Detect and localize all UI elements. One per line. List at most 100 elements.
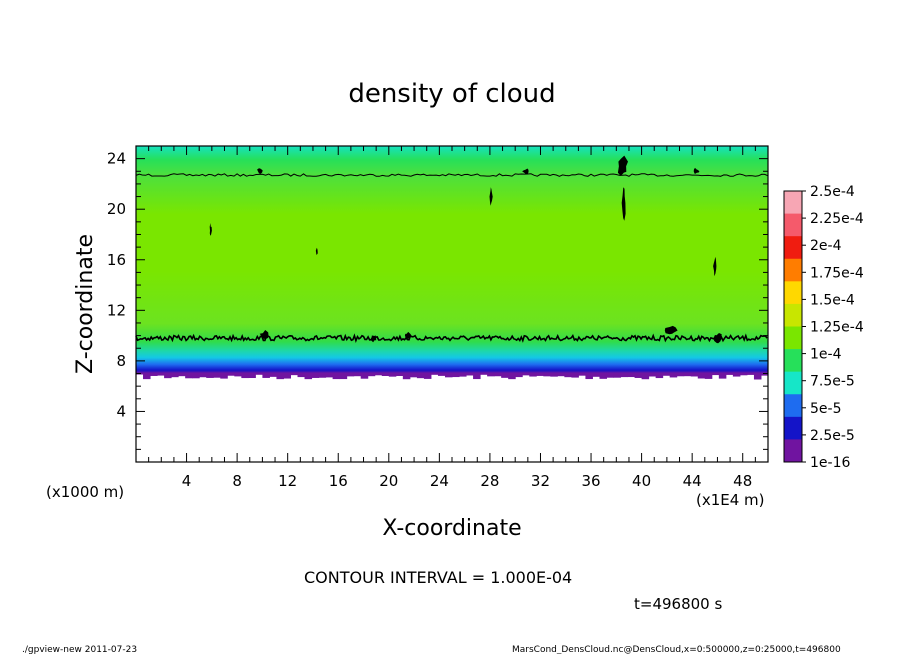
cloud-base-edge [136,372,769,380]
colorbar: 2.5e-4 2.25e-4 2e-4 1.75e-4 1.5e-4 1.25e-4 1e-… [783,184,864,471]
cloud-base-segment [248,372,256,379]
x-tick-label: 40 [632,472,651,490]
contour-blob [621,187,626,221]
x-tick-label: 28 [480,472,499,490]
x-tick-label: 16 [329,472,348,490]
cloud-base-segment [402,372,411,380]
cloud-base-segment [732,372,741,377]
contour-blob [693,167,700,174]
cloud-base-segment [297,372,306,378]
contour-blob [259,330,269,340]
x-unit-label: (x1E4 m) [696,491,765,509]
colorbar-label: 2.5e-4 [810,184,855,200]
cloud-base-segment [473,372,481,380]
cloud-base-segment [739,372,748,376]
cloud-base-segment [676,372,685,377]
lower-contour-line [135,333,768,343]
x-tick-label: 44 [683,472,702,490]
cloud-base-segment [711,372,720,376]
colorbar-label: 1.5e-4 [810,292,855,308]
colorbar-segment [784,416,802,440]
x-tick-label: 48 [733,472,752,490]
cloud-base-segment [276,372,284,380]
contour-blob [664,325,678,335]
cloud-base-segment [578,372,586,376]
colorbar-segment [784,303,802,327]
cloud-base-segment [269,372,277,377]
cloud-base-segment [515,372,523,378]
colorbar-label: 5e-5 [810,401,841,417]
y-unit-label: (x1000 m) [46,483,124,501]
cloud-base-segment [599,372,607,379]
contour-blob [371,335,377,343]
colorbar-segment [784,371,802,395]
cloud-base-segment [592,372,600,377]
cloud-base-segment [543,372,551,377]
colorbar-label: 1e-4 [810,347,842,363]
cloud-base-segment [683,372,692,377]
cloud-base-segment [501,372,509,378]
x-axis-title: X-coordinate [382,516,521,541]
cloud-base-segment [164,372,172,379]
cloud-base-segment [150,372,158,376]
cloud-base-segment [536,372,544,376]
cloud-base-segment [290,372,299,376]
cloud-base-segment [171,372,179,378]
x-tick-label: 24 [430,472,449,490]
cloud-base-segment [522,372,530,376]
y-tick-label: 12 [107,301,126,319]
cloud-base-segment [430,372,439,375]
cloud-base-segment [220,372,228,379]
y-axis: 4 8 12 16 20 24 [107,150,768,450]
cloud-base-segment [613,372,622,378]
cloud-base-segment [571,372,579,378]
cloud-base-segment [360,372,369,379]
cloud-base-segment [718,372,727,379]
cloud-base-segment [213,372,221,378]
cloud-base-segment [557,372,565,377]
cloud-base-segment [227,372,235,376]
contour-blob [617,155,628,176]
footer-left: ./gpview-new 2011-07-23 [22,645,137,654]
colorbar-label: 2.5e-5 [810,428,855,444]
colorbar-segment [784,439,802,463]
cloud-base-segment [206,372,214,378]
cloud-base-segment [746,372,755,375]
cloud-base-segment [255,372,263,375]
cloud-base-segment [452,372,460,378]
colorbar-label: 2e-4 [810,238,842,254]
cloud-base-segment [697,372,706,379]
cloud-base-segment [459,372,467,377]
contour-blobs [209,155,722,344]
cloud-base-segment [423,372,432,379]
colorbar-label: 2.25e-4 [810,211,864,227]
cloud-base-segment [725,372,734,375]
cloud-base-segment [199,372,207,378]
contour-blob [714,333,722,344]
cloud-base-segment [655,372,664,379]
colorbar-label: 7.5e-5 [810,374,855,390]
cloud-base-segment [339,372,348,380]
y-tick-label: 16 [107,251,126,269]
footer-right: MarsCond_DensCloud.nc@DensCloud,x=0:5000… [512,645,841,654]
x-tick-label: 32 [531,472,550,490]
cloud-base-segment [444,372,453,378]
cloud-base-segment [753,372,762,380]
cloud-base-segment [192,372,200,379]
cloud-base-segment [304,372,313,380]
colorbar-segment [784,191,802,214]
cloud-base-segment [262,372,270,378]
cloud-base-segment [550,372,558,377]
x-tick-label: 8 [232,472,242,490]
y-tick-label: 20 [107,200,126,218]
contour-blob [209,223,212,236]
cloud-base-segment [157,372,165,376]
y-tick-label: 8 [116,352,126,370]
x-axis: 4 8 12 16 20 24 28 32 36 40 44 48 [148,146,756,490]
cloud-base-segment [143,372,151,380]
cloud-base-segment [620,372,629,378]
x-tick-label: 36 [581,472,600,490]
contour-blob [257,168,263,174]
contour-blob [489,187,493,206]
